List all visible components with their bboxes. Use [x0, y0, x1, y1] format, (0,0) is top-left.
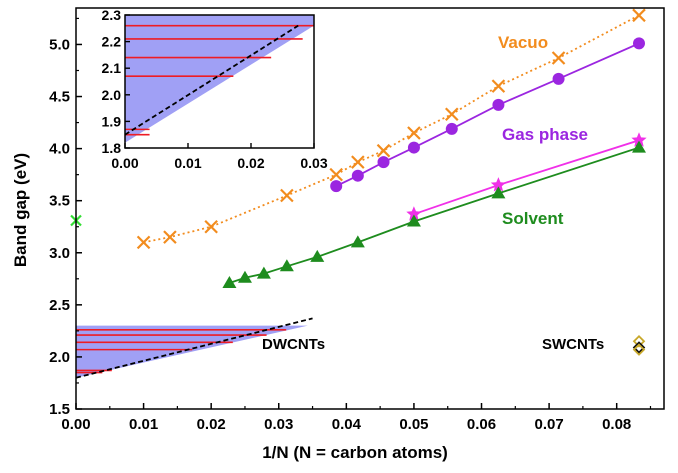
y-tick-label: 3.5	[49, 193, 70, 210]
inset-plot: 0.00 0.01 0.02 0.03 1.8 1.9 2.0 2.1 2.2 2.3	[102, 7, 328, 171]
series-2-point	[631, 132, 647, 147]
dwcnt-dashed-line	[75, 317, 313, 379]
x-tick-label: 0.08	[602, 416, 631, 433]
series-label-vacuo: Vacuo	[498, 33, 548, 52]
y-tick-label: 1.5	[49, 401, 70, 418]
inset-x-tick-label: 0.02	[237, 155, 264, 171]
series-0-point	[491, 79, 506, 93]
series-3-point	[256, 266, 271, 279]
series-0-point	[445, 107, 459, 122]
series-0-point	[329, 167, 343, 182]
series-3-point	[222, 275, 237, 288]
series-1-point	[632, 37, 645, 50]
series-0-point	[204, 219, 218, 234]
series-label-gas-phase: Gas phase	[502, 125, 588, 144]
y-tick-label: 4.0	[49, 141, 70, 158]
series-1-point	[552, 72, 565, 85]
series-0-point	[407, 126, 421, 140]
swcnt-point	[632, 343, 646, 356]
inset-y-tick-label: 2.3	[102, 7, 122, 23]
x-tick-label: 0.02	[197, 416, 226, 433]
x-tick-label: 0.00	[61, 416, 90, 433]
x-tick-label: 0.01	[129, 416, 158, 433]
dwcnt-region	[76, 325, 308, 378]
x-tick-label: 0.03	[264, 416, 293, 433]
main-plot: 0.00 0.01 0.02 0.03 0.04 0.05 0.06 0.07 0.08 1.5 2…	[49, 7, 665, 433]
series-3-point	[310, 249, 325, 262]
y-tick-label: 2.5	[49, 297, 70, 314]
series-1-point	[377, 156, 390, 169]
series-0-point-stroke	[445, 107, 459, 122]
inset-dashed-line	[124, 24, 299, 136]
y-tick-label: 5.0	[49, 36, 70, 53]
series-line-3	[229, 146, 640, 284]
series-1-point	[492, 98, 505, 111]
inset-y-tick-label: 1.9	[102, 113, 122, 129]
series-line-2	[413, 139, 640, 216]
series-3-point	[279, 259, 294, 272]
inset-frame	[124, 14, 315, 149]
series-1-point	[351, 169, 364, 182]
series-0-point-stroke	[136, 235, 151, 250]
series-0-point	[136, 235, 151, 250]
series-0-point	[351, 155, 365, 169]
series-1-point	[445, 122, 458, 135]
series-3-point	[631, 140, 646, 153]
series-1-point	[330, 180, 343, 193]
series-0-point-stroke	[351, 155, 365, 169]
series-line-0	[143, 14, 640, 244]
swcnt-point	[632, 341, 646, 354]
inset-x-tick-label: 0.01	[174, 155, 201, 171]
inset-x-tick-label: 0.03	[300, 155, 327, 171]
series-3-point	[406, 214, 421, 227]
series-2-point	[406, 206, 422, 221]
swcnts-label: SWCNTs	[542, 336, 604, 353]
series-0-point	[280, 188, 294, 203]
inset-region	[125, 15, 314, 143]
dwcnts-label: DWCNTs	[262, 336, 325, 353]
inset-y-tick-label: 2.1	[102, 60, 122, 76]
series-0-point-stroke	[376, 143, 391, 158]
series-0-point-stroke	[329, 167, 343, 182]
series-0-point-stroke	[204, 219, 218, 234]
series-0-point-stroke	[163, 230, 177, 244]
series-0-point	[163, 230, 177, 244]
inset-y-tick-label: 1.8	[102, 140, 122, 156]
series-0-point-stroke	[491, 79, 506, 93]
series-0-point-stroke	[632, 8, 646, 23]
y-tick-label: 2.0	[49, 349, 70, 366]
series-3-point	[237, 270, 252, 283]
inset-y-tick-label: 2.2	[102, 34, 122, 50]
x-tick-label: 0.06	[467, 416, 496, 433]
x-tick-label: 0.05	[399, 416, 428, 433]
series-3-point	[350, 235, 365, 248]
series-1-point	[407, 141, 420, 154]
series-0-point	[376, 143, 391, 158]
y-tick-label: 3.0	[49, 245, 70, 262]
series-0-point	[632, 8, 646, 23]
series-label-solvent: Solvent	[502, 209, 564, 228]
x-tick-label: 0.07	[535, 416, 564, 433]
series-0-point-stroke	[280, 188, 294, 203]
inset-y-tick-label: 2.0	[102, 87, 122, 103]
inset-x-tick-label: 0.00	[111, 155, 138, 171]
swcnt-point	[632, 335, 646, 348]
main-plot-frame	[75, 7, 665, 410]
series-3-point	[491, 186, 506, 199]
series-0-point-stroke	[407, 126, 421, 140]
x-tick-label: 0.04	[332, 416, 362, 433]
series-2-point	[490, 177, 506, 192]
y-axis-title: Band gap (eV)	[11, 153, 30, 267]
y-tick-label: 4.5	[49, 89, 70, 106]
series-0-point-stroke	[551, 51, 566, 65]
x-axis-title: 1/N (N = carbon atoms)	[262, 443, 448, 462]
series-0-point	[551, 51, 566, 65]
